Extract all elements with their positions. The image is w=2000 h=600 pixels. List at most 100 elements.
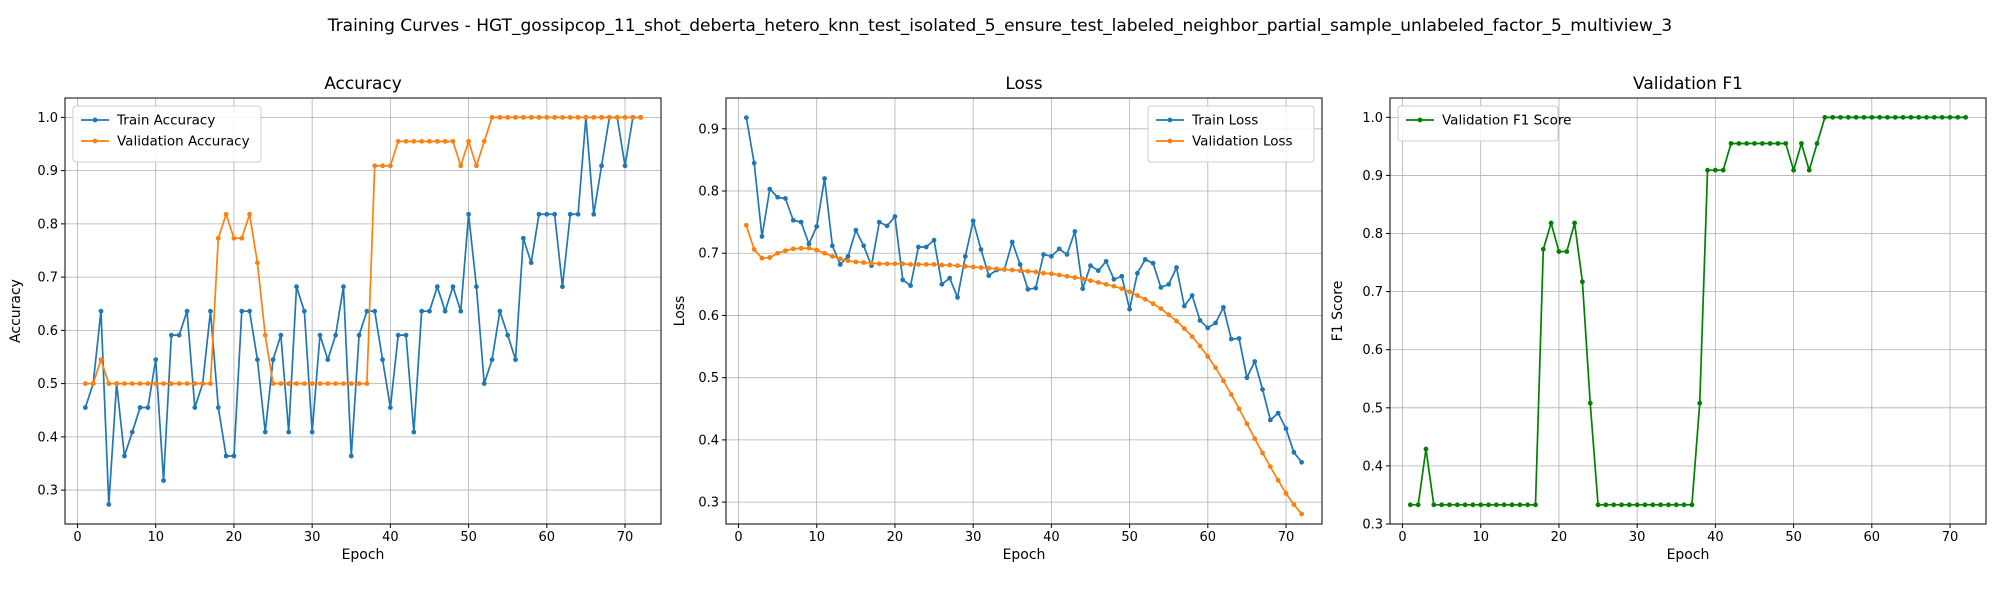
- data-point: [1056, 246, 1062, 252]
- data-point: [900, 277, 906, 283]
- data-point: [1572, 220, 1577, 226]
- data-point: [1861, 114, 1867, 120]
- data-point: [184, 308, 190, 314]
- x-axis-label: Epoch: [342, 547, 385, 563]
- data-point: [1486, 502, 1491, 508]
- data-point: [1017, 262, 1023, 267]
- y-tick-label: 0.5: [1362, 401, 1383, 416]
- data-point: [1447, 502, 1452, 508]
- data-point: [931, 262, 937, 267]
- data-point: [1759, 141, 1765, 146]
- data-point: [1244, 375, 1250, 381]
- data-point: [341, 284, 346, 290]
- data-point: [489, 114, 495, 120]
- data-point: [923, 244, 929, 250]
- data-point: [1119, 273, 1125, 279]
- data-point: [442, 308, 448, 314]
- data-point: [1931, 114, 1937, 120]
- y-axis-label: Accuracy: [8, 279, 24, 343]
- data-point: [1267, 464, 1273, 470]
- x-axis-label: Epoch: [1667, 547, 1710, 563]
- data-point: [536, 114, 542, 120]
- data-point: [309, 381, 315, 386]
- data-point: [1681, 502, 1687, 508]
- data-point: [458, 308, 464, 314]
- data-point: [1603, 502, 1609, 508]
- data-point: [1119, 286, 1125, 292]
- data-point: [348, 453, 354, 459]
- data-point: [994, 266, 1000, 272]
- data-point: [1299, 459, 1305, 465]
- data-point: [270, 381, 276, 386]
- data-point: [153, 357, 159, 363]
- data-point: [1244, 421, 1250, 427]
- data-point: [317, 381, 323, 386]
- data-point: [853, 227, 859, 233]
- data-point: [900, 261, 906, 267]
- x-tick-label: 30: [1629, 530, 1646, 545]
- data-point: [1048, 271, 1054, 277]
- legend-marker: [1167, 117, 1173, 123]
- data-point: [231, 235, 237, 241]
- data-point: [1095, 268, 1101, 274]
- x-tick-label: 10: [808, 530, 825, 545]
- data-point: [908, 283, 913, 288]
- data-point: [411, 138, 417, 144]
- data-point: [458, 163, 464, 169]
- x-tick-label: 40: [1707, 530, 1724, 545]
- data-point: [309, 429, 315, 435]
- data-point: [1127, 289, 1132, 295]
- data-point: [544, 211, 550, 217]
- data-point: [1135, 270, 1140, 276]
- data-point: [286, 381, 292, 386]
- subplot-title: Validation F1: [1633, 74, 1743, 94]
- data-point: [1181, 326, 1187, 331]
- subplot-3: 0 10 20 30 40 50 60 70 0.3 0.4 0.5 0.6 0.7 0.8 0.9 1.0 V…: [1330, 74, 1987, 563]
- data-point: [497, 114, 503, 120]
- data-point: [395, 332, 401, 338]
- data-point: [552, 114, 558, 120]
- data-point: [223, 211, 229, 217]
- data-point: [1470, 502, 1476, 508]
- x-tick-label: 20: [226, 530, 243, 545]
- data-point: [790, 246, 796, 252]
- data-point: [751, 160, 757, 166]
- data-point: [743, 222, 749, 228]
- data-point: [1275, 477, 1281, 483]
- x-tick-label: 40: [382, 530, 399, 545]
- x-tick-label: 0: [73, 530, 81, 545]
- data-point: [434, 284, 440, 290]
- x-axis-label: Epoch: [1003, 547, 1046, 563]
- data-point: [1955, 114, 1961, 120]
- data-point: [387, 163, 393, 169]
- data-point: [876, 219, 882, 225]
- data-point: [1283, 490, 1289, 496]
- data-point: [184, 381, 190, 386]
- data-point: [1189, 293, 1195, 298]
- data-point: [1260, 450, 1265, 456]
- y-tick-label: 0.9: [698, 122, 719, 137]
- y-tick-label: 0.9: [37, 164, 58, 179]
- data-point: [876, 261, 882, 267]
- data-point: [255, 357, 260, 363]
- data-point: [1658, 502, 1664, 508]
- data-point: [82, 405, 88, 410]
- x-tick-label: 50: [1121, 530, 1138, 545]
- y-tick-label: 0.9: [1362, 169, 1383, 184]
- legend-marker: [1167, 138, 1173, 144]
- data-point: [192, 381, 198, 386]
- data-point: [1900, 114, 1906, 120]
- data-point: [145, 381, 151, 386]
- data-point: [1095, 280, 1101, 285]
- data-point: [1111, 276, 1117, 282]
- data-point: [790, 217, 796, 223]
- data-point: [1267, 417, 1273, 423]
- y-axis-label: Loss: [672, 296, 688, 327]
- data-point: [403, 138, 409, 144]
- data-point: [1111, 283, 1117, 289]
- data-point: [1799, 141, 1804, 146]
- data-point: [497, 308, 503, 314]
- data-point: [505, 114, 511, 120]
- data-point: [215, 405, 221, 410]
